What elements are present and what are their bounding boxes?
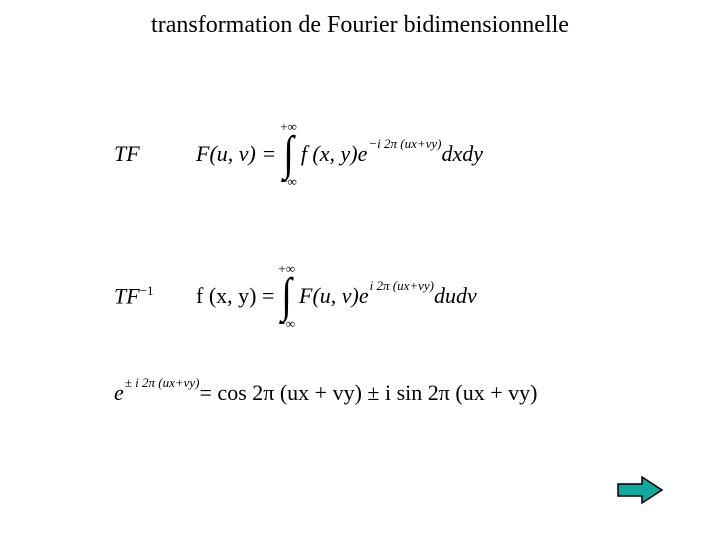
next-slide-button[interactable] — [616, 475, 664, 510]
label-tf-inverse: TF−1 — [114, 283, 184, 309]
exponent-forward: −i 2π (ux+vy) — [368, 136, 441, 152]
euler-lhs-exponent: ± i 2π (ux+vy) — [125, 375, 200, 391]
integrand-pre: f (x, y)e — [301, 141, 368, 167]
formula-forward: F(u, v) = +∞ ∫ −∞ f (x, y)e −i 2π (ux+vy… — [196, 118, 483, 190]
exponent-inverse: i 2π (ux+vy) — [370, 278, 434, 294]
integrand-post: dxdy — [442, 141, 484, 167]
formula-inverse: f (x, y) = +∞ ∫ −∞ F(u, v)e i 2π (ux+vy)… — [196, 260, 477, 332]
integral-symbol: +∞ ∫ −∞ — [280, 118, 297, 190]
integral-symbol: +∞ ∫ −∞ — [278, 260, 295, 332]
arrow-right-icon — [616, 475, 664, 505]
label-tf-inverse-base: TF — [114, 283, 140, 308]
integrand-pre: F(u, v)e — [299, 283, 369, 309]
equation-inverse-transform: TF−1 f (x, y) = +∞ ∫ −∞ F(u, v)e i 2π (u… — [114, 260, 477, 332]
euler-rhs: = cos 2π (ux + vy) ± i sin 2π (ux + vy) — [200, 380, 538, 406]
integral-glyph: ∫ — [283, 135, 294, 173]
lhs-forward: F(u, v) = — [196, 141, 276, 167]
equation-euler-identity: e ± i 2π (ux+vy) = cos 2π (ux + vy) ± i … — [114, 380, 537, 406]
euler-lhs-base: e — [114, 380, 124, 406]
formula-euler: e ± i 2π (ux+vy) = cos 2π (ux + vy) ± i … — [114, 380, 537, 406]
equation-forward-transform: TF F(u, v) = +∞ ∫ −∞ f (x, y)e −i 2π (ux… — [114, 118, 483, 190]
label-tf-inverse-sup: −1 — [140, 283, 154, 298]
integrand-post: dudv — [434, 283, 477, 309]
integral-glyph: ∫ — [281, 277, 292, 315]
page-title: transformation de Fourier bidimensionnel… — [0, 12, 720, 39]
label-tf: TF — [114, 141, 184, 167]
lhs-inverse: f (x, y) = — [196, 283, 274, 309]
